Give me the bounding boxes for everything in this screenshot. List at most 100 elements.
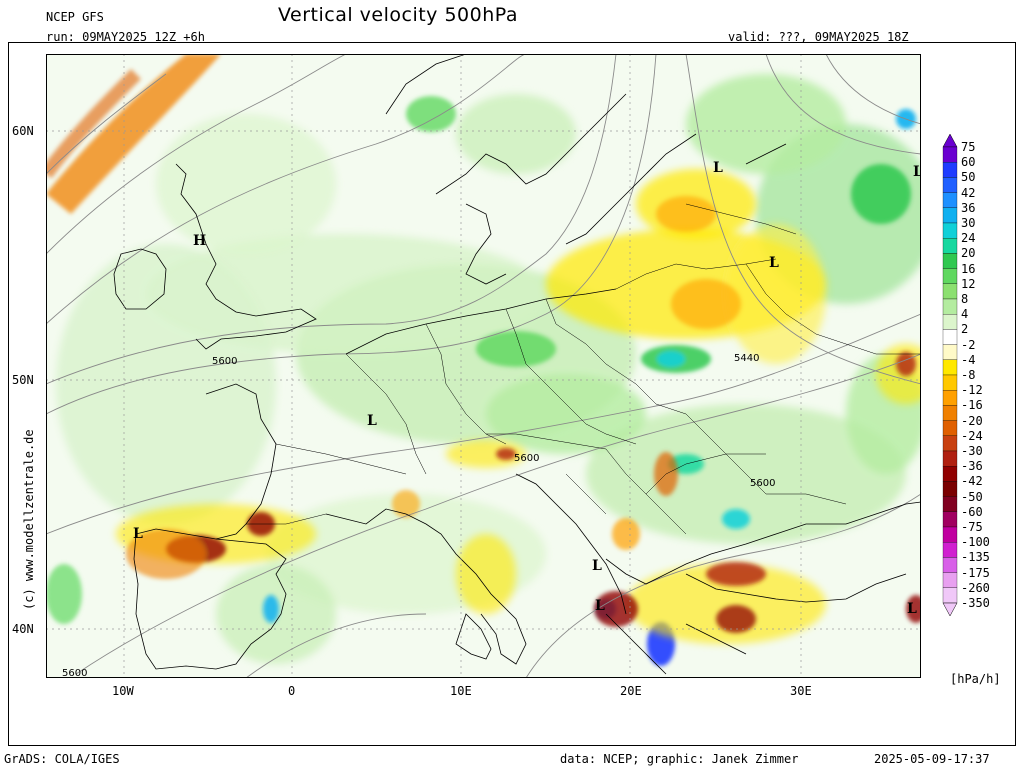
colorbar-cell	[942, 587, 958, 604]
lat-label-60n: 60N	[12, 124, 34, 138]
low-pressure-label: L	[907, 601, 917, 617]
high-pressure-label: H	[193, 233, 206, 249]
footer-timestamp: 2025-05-09-17:37	[874, 752, 990, 766]
lon-label-30e: 30E	[790, 684, 812, 698]
colorbar-cell	[942, 162, 958, 178]
colorbar-level-label: -175	[961, 565, 990, 580]
colorbar-level-label: 50	[961, 170, 976, 185]
contour-label: 5600	[514, 453, 539, 464]
colorbar-level-label: 30	[961, 216, 976, 230]
footer-credit: data: NCEP; graphic: Janek Zimmer	[560, 752, 799, 766]
colorbar-level-label: -20	[961, 413, 983, 428]
chart-title: Vertical velocity 500hPa	[278, 4, 519, 26]
low-pressure-label: L	[769, 255, 779, 271]
weather-map: L L L L L L L L H 5600 5440 5600 5600 56…	[46, 54, 921, 678]
colorbar-cell	[942, 557, 958, 573]
colorbar-cell	[942, 511, 958, 528]
colorbar-cell	[942, 177, 958, 193]
colorbar-cell	[942, 390, 958, 406]
colorbar-cell	[942, 329, 958, 345]
colorbar-level-label: -42	[961, 474, 983, 489]
colorbar-cell	[942, 314, 958, 330]
colorbar-cell	[942, 496, 958, 512]
colorbar-level-label: 42	[961, 185, 976, 200]
low-pressure-label: L	[592, 558, 602, 574]
copyright-text: (c) www.modellzentrale.de	[22, 429, 36, 610]
colorbar-level-label: -60	[961, 504, 983, 519]
colorbar-level-label: -16	[961, 398, 983, 413]
run-info: run: 09MAY2025 12Z +6h	[46, 30, 205, 44]
colorbar-level-label: -24	[961, 428, 983, 443]
colorbar-level-label: 20	[961, 246, 976, 261]
colorbar-level-label: -8	[961, 368, 976, 382]
colorbar-cell	[942, 572, 958, 588]
map-border	[46, 54, 921, 678]
lon-label-20e: 20E	[620, 684, 642, 698]
coastlines	[113, 54, 921, 675]
colorbar-level-label: -350	[961, 596, 990, 610]
colorbar-cell	[942, 344, 958, 360]
colorbar-level-label: -4	[961, 352, 976, 367]
colorbar-cell	[942, 526, 958, 543]
colorbar-level-label: -75	[961, 520, 983, 534]
colorbar-level-label: -12	[961, 383, 983, 398]
colorbar-level-label: -30	[961, 444, 983, 458]
contour-label: 5600	[750, 478, 775, 489]
colorbar-cell	[942, 146, 958, 163]
colorbar-level-label: 75	[961, 140, 976, 154]
colorbar-cell	[942, 481, 958, 497]
low-pressure-label: L	[913, 164, 921, 180]
country-borders	[246, 203, 921, 535]
contour-label: 5440	[734, 353, 759, 364]
colorbar-cell	[942, 222, 958, 239]
lat-lon-grid	[46, 54, 921, 678]
colorbar-level-label: 8	[961, 292, 969, 306]
low-pressure-label: L	[367, 413, 377, 429]
colorbar-level-label: 60	[961, 155, 976, 170]
footer-grads: GrADS: COLA/IGES	[4, 752, 120, 766]
colorbar-level-label: 36	[961, 200, 976, 215]
colorbar	[942, 133, 958, 617]
lon-label-10w: 10W	[112, 684, 134, 698]
valid-time: valid: ???, 09MAY2025 18Z	[728, 30, 909, 44]
colorbar-cell	[942, 450, 958, 467]
low-pressure-label: L	[713, 160, 723, 176]
plot-frame	[8, 42, 1016, 746]
velocity-field-strong-down	[46, 54, 921, 633]
colorbar-cell	[942, 466, 958, 482]
lon-label-0: 0	[288, 684, 296, 698]
colorbar-cell	[942, 268, 958, 284]
colorbar-top-arrow	[942, 133, 958, 148]
colorbar-level-label: -2	[961, 337, 976, 352]
colorbar-cell	[942, 207, 958, 224]
contour-label: 5600	[212, 356, 237, 367]
colorbar-level-label: 2	[961, 322, 969, 337]
lat-label-50n: 50N	[12, 373, 34, 387]
low-pressure-label: L	[595, 598, 605, 614]
colorbar-cell	[942, 192, 958, 208]
colorbar-cell	[942, 238, 958, 254]
colorbar-level-label: 12	[961, 276, 976, 291]
colorbar-cell	[942, 435, 958, 452]
colorbar-cell	[942, 298, 958, 315]
colorbar-level-label: -260	[961, 580, 990, 595]
lat-label-40n: 40N	[12, 622, 34, 636]
colorbar-level-label: -100	[961, 535, 990, 550]
colorbar-level-label: 16	[961, 261, 976, 276]
colorbar-cell	[942, 283, 958, 300]
colorbar-bottom-arrow	[942, 602, 958, 617]
colorbar-cell	[942, 374, 958, 391]
colorbar-level-label: 4	[961, 307, 969, 322]
colorbar-unit: [hPa/h]	[950, 672, 1001, 686]
colorbar-cell	[942, 420, 958, 436]
colorbar-cell	[942, 542, 958, 558]
colorbar-level-label: 24	[961, 231, 976, 246]
lon-label-10e: 10E	[450, 684, 472, 698]
colorbar-cell	[942, 405, 958, 421]
colorbar-level-label: -135	[961, 550, 990, 565]
colorbar-cell	[942, 359, 958, 376]
contour-label: 5600	[62, 668, 87, 678]
colorbar-level-label: -50	[961, 489, 983, 504]
low-pressure-label: L	[133, 526, 143, 542]
model-name: NCEP GFS	[46, 10, 104, 24]
